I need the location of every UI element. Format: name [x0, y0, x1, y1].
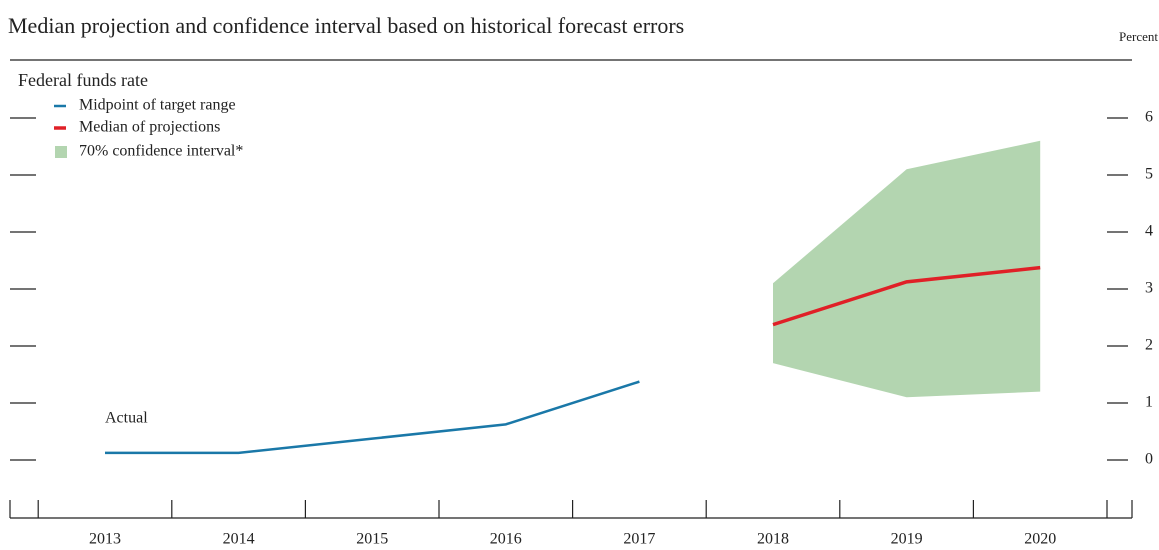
legend-label: Median of projections	[79, 119, 220, 136]
series-line	[105, 380, 640, 455]
legend-label: Midpoint of target range	[79, 97, 236, 114]
y-tick-label: 4	[1145, 223, 1153, 240]
legend-label: 70% confidence interval*	[79, 143, 243, 160]
chart-title: Median projection and confidence interva…	[8, 13, 684, 38]
y-axis-label: Percent	[1119, 29, 1158, 44]
y-tick-label: 0	[1145, 451, 1153, 468]
x-tick-label: 2017	[623, 531, 655, 548]
y-tick-label: 1	[1145, 394, 1153, 411]
annotation: Actual	[105, 410, 148, 427]
series-line	[772, 265, 1041, 327]
subtitle: Federal funds rate	[18, 70, 148, 90]
legend-swatch	[55, 146, 67, 158]
y-tick-label: 2	[1145, 337, 1153, 354]
x-tick-label: 2016	[490, 531, 522, 548]
y-tick-label: 3	[1145, 280, 1153, 297]
x-tick-label: 2019	[891, 531, 923, 548]
x-tick-label: 2014	[223, 531, 255, 548]
x-tick-label: 2018	[757, 531, 789, 548]
y-tick-label: 5	[1145, 166, 1153, 183]
x-tick-label: 2015	[356, 531, 388, 548]
confidence-band	[773, 140, 1041, 398]
x-tick-label: 2013	[89, 531, 121, 548]
x-tick-label: 2020	[1024, 531, 1056, 548]
y-tick-label: 6	[1145, 109, 1153, 126]
